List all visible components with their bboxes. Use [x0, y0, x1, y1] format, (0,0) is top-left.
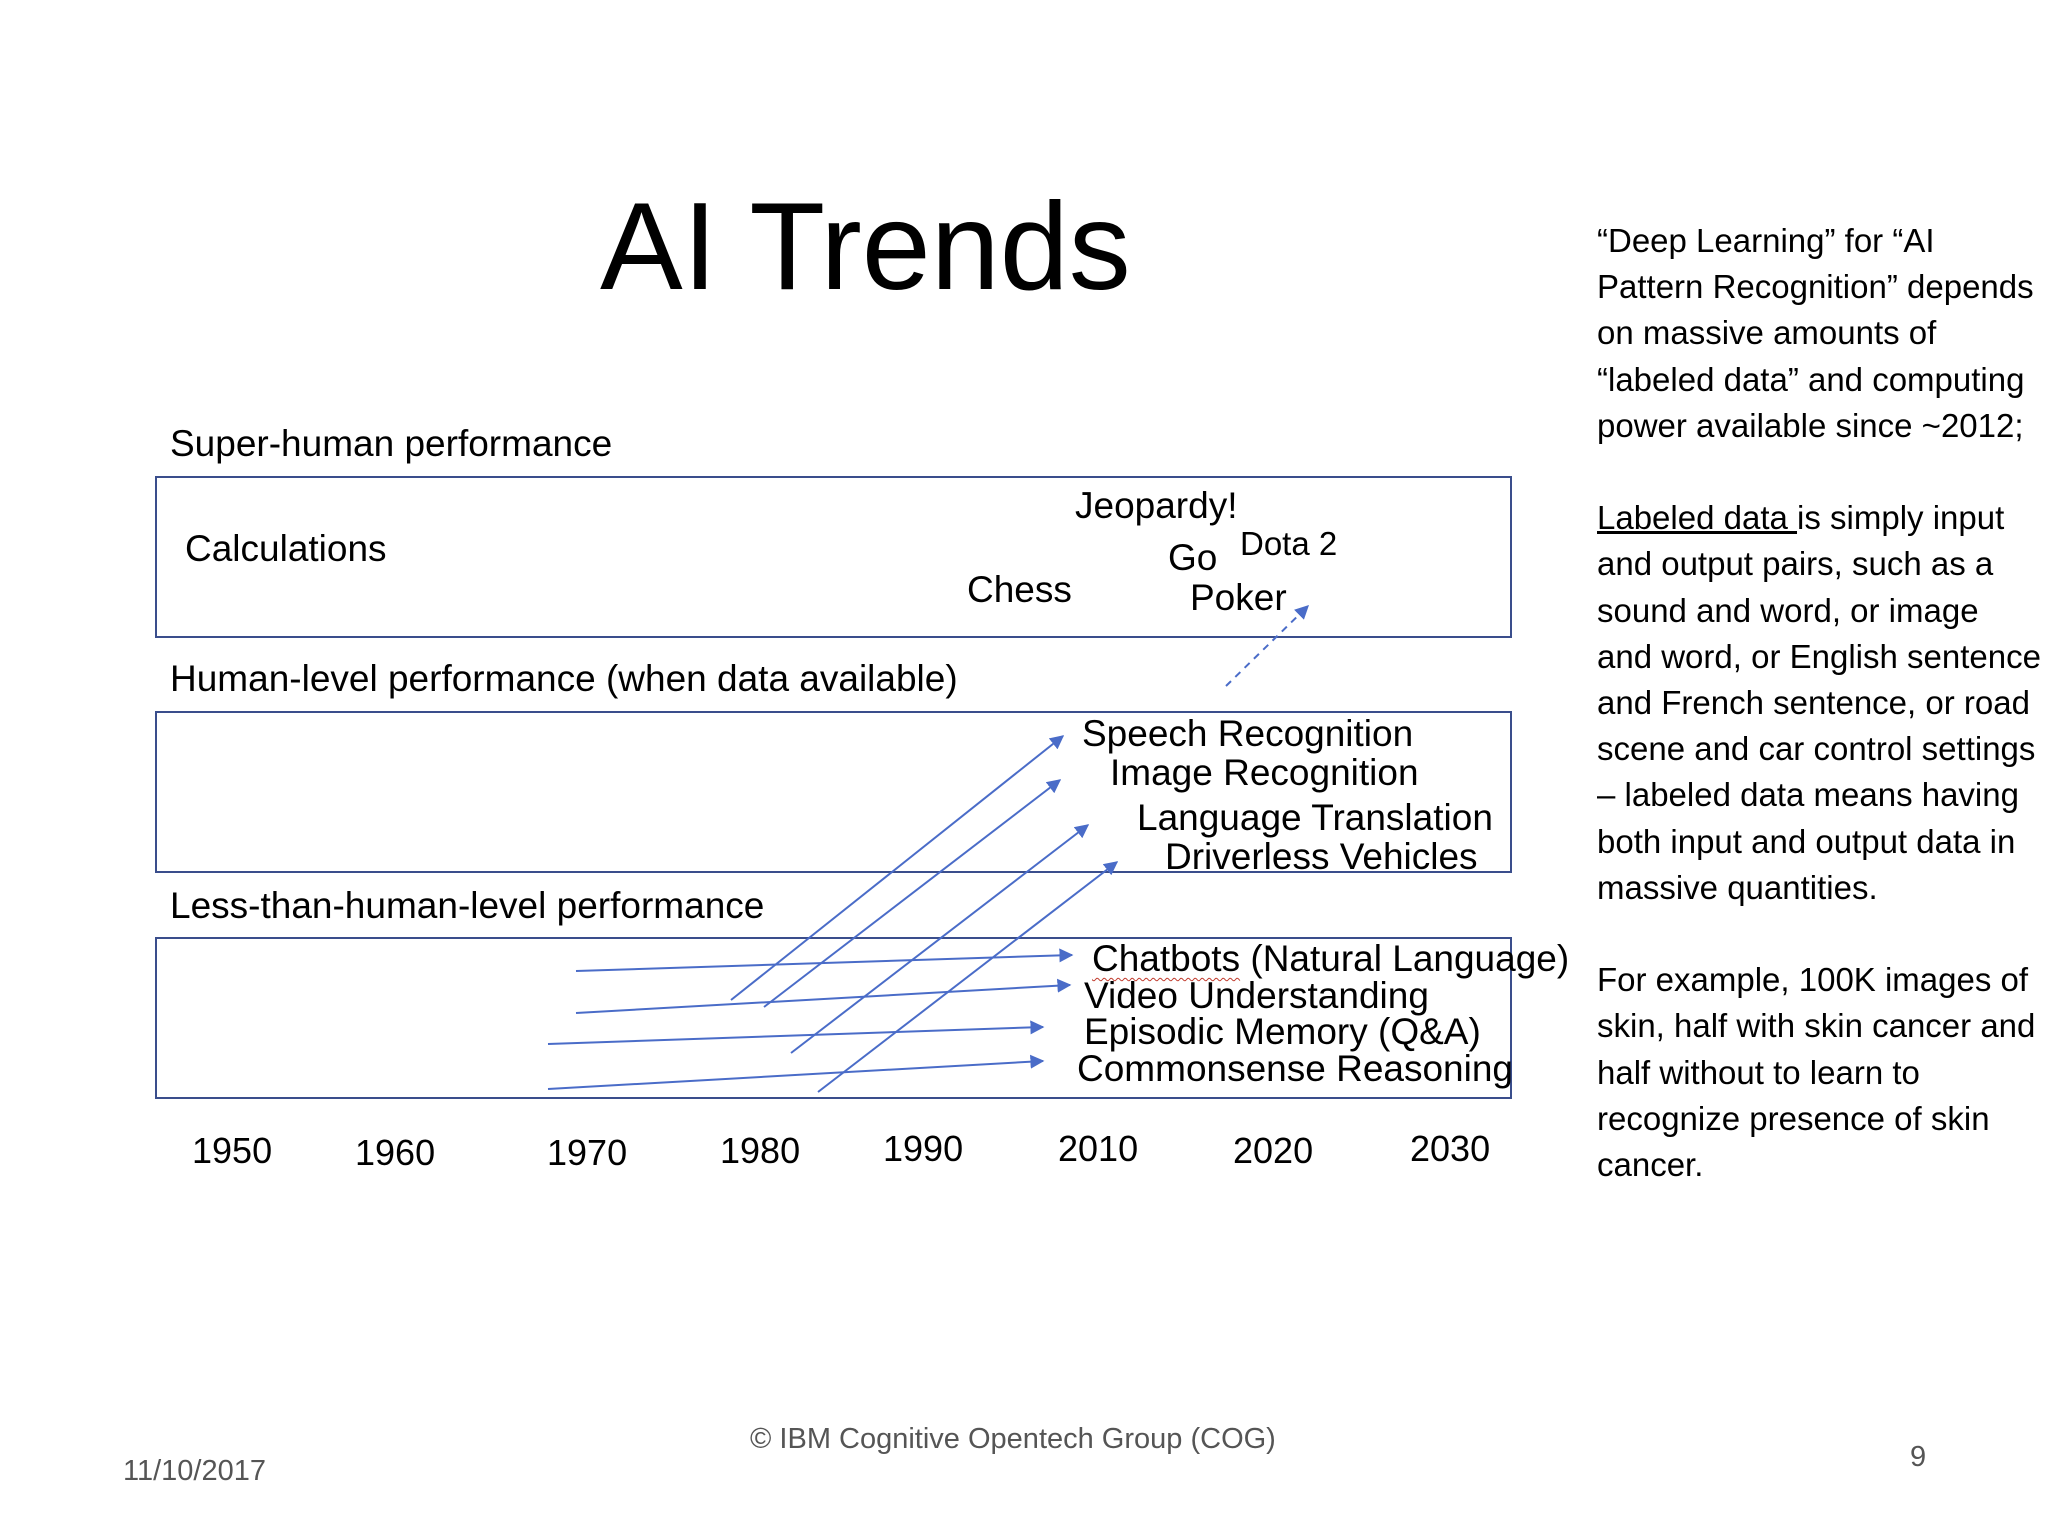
arrow-to-episodic-memory: [547, 1020, 1045, 1045]
item-chess: Chess: [967, 569, 1072, 610]
item-image-recognition: Image Recognition: [1110, 752, 1419, 793]
item-commonsense-reasoning: Commonsense Reasoning: [1077, 1048, 1514, 1089]
arrow-to-language-translation: [790, 824, 1090, 1054]
year-label-1950: 1950: [192, 1130, 273, 1171]
band-label-human-level: Human-level performance (when data avail…: [170, 658, 958, 699]
band-label-less-than-human: Less-than-human-level performance: [170, 885, 765, 926]
item-language-translation: Language Translation: [1137, 797, 1493, 838]
arrow-to-chatbots: [575, 948, 1074, 972]
less-than-human-box: [155, 937, 1512, 1099]
human-level-box: [155, 711, 1512, 873]
item-driverless-vehicles: Driverless Vehicles: [1165, 836, 1478, 877]
item-speech-recognition: Speech Recognition: [1082, 713, 1414, 754]
side-paragraph-1: “Deep Learning” for “AI Pattern Recognit…: [1597, 222, 2034, 444]
arrow-to-driverless-vehicles: [817, 861, 1119, 1093]
footer-copyright: © IBM Cognitive Opentech Group (COG): [750, 1423, 1276, 1455]
year-label-2010: 2010: [1058, 1128, 1139, 1169]
item-jeopardy: Jeopardy!: [1075, 485, 1238, 526]
year-label-2020: 2020: [1233, 1130, 1314, 1171]
year-label-1960: 1960: [355, 1132, 436, 1173]
footer-page-number: 9: [1910, 1441, 1927, 1473]
arrow-to-speech-recognition: [730, 735, 1065, 1001]
slide-title: AI Trends: [600, 178, 1131, 316]
item-chatbots-word: Chatbots: [1092, 938, 1241, 979]
year-label-1980: 1980: [720, 1130, 801, 1171]
arrow-to-image-recognition: [763, 779, 1062, 1008]
arrow-to-super-human-dashed: [1225, 605, 1310, 687]
side-text: “Deep Learning” for “AI Pattern Recognit…: [1597, 218, 2042, 1188]
item-chatbots-rest: (Natural Language): [1240, 938, 1570, 979]
side-paragraph-3: For example, 100K images of skin, half w…: [1597, 961, 2036, 1184]
item-episodic-memory: Episodic Memory (Q&A): [1084, 1011, 1481, 1052]
item-calculations: Calculations: [185, 528, 387, 569]
year-label-1990: 1990: [883, 1128, 964, 1169]
item-chatbots: Chatbots (Natural Language): [1092, 940, 1569, 977]
item-video-understanding: Video Understanding: [1084, 975, 1429, 1016]
arrow-to-video-understanding: [575, 978, 1072, 1014]
year-label-1970: 1970: [547, 1132, 628, 1173]
year-label-2030: 2030: [1410, 1128, 1491, 1169]
side-paragraph-2-rest: is simply input and output pairs, such a…: [1597, 499, 2041, 906]
item-go: Go: [1168, 537, 1218, 578]
side-paragraph-2-underlined: Labeled data: [1597, 499, 1798, 537]
arrow-to-commonsense-reasoning: [547, 1054, 1045, 1090]
side-paragraph-2: Labeled data is simply input and output …: [1597, 495, 2042, 911]
super-human-box: [155, 476, 1512, 638]
item-dota-2: Dota 2: [1240, 525, 1338, 562]
band-label-super-human: Super-human performance: [170, 423, 613, 464]
footer-date: 11/10/2017: [123, 1455, 266, 1487]
item-poker: Poker: [1190, 577, 1287, 618]
